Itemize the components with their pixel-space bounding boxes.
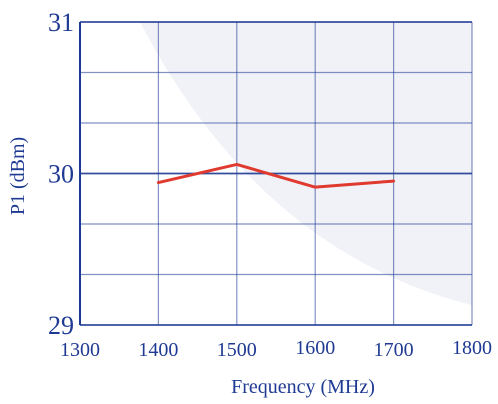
y-tick-label: 30 <box>48 160 74 189</box>
x-axis-label: Frequency (MHz) <box>231 376 375 398</box>
background-swoosh <box>140 22 472 305</box>
y-tick-label: 29 <box>48 311 74 340</box>
y-tick-label: 31 <box>48 8 74 37</box>
x-tick-label: 1300 <box>60 339 100 361</box>
x-tick-label: 1800 <box>452 337 492 359</box>
tick-labels: 1300 1400 1500 1600 1700 1800 29 30 31 <box>48 8 492 361</box>
x-tick-label: 1400 <box>138 339 178 361</box>
y-axis-label: P1 (dBm) <box>7 137 29 215</box>
x-tick-label: 1600 <box>295 337 335 359</box>
x-tick-label: 1500 <box>217 339 257 361</box>
x-tick-label: 1700 <box>374 339 414 361</box>
series-line <box>156 162 396 189</box>
series-group <box>156 162 396 189</box>
grid-lines <box>79 21 473 326</box>
plot-area <box>79 21 473 326</box>
